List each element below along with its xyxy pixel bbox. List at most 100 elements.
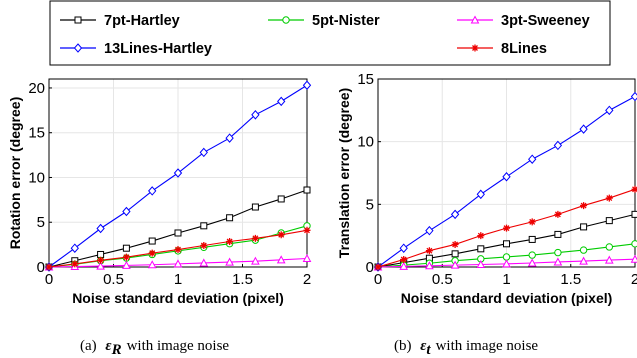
- series-13lines-hartley: [44, 80, 312, 272]
- legend-label: 7pt-Hartley: [104, 13, 180, 29]
- data-point: [553, 140, 563, 151]
- data-point: [277, 231, 285, 239]
- data-point: [503, 224, 510, 232]
- data-point: [477, 245, 485, 253]
- data-point: [70, 243, 79, 253]
- caption-symbol-sub: R: [111, 342, 122, 358]
- data-point: [580, 223, 588, 231]
- data-point: [554, 230, 562, 238]
- legend-marker: [470, 15, 480, 24]
- data-point: [605, 194, 613, 202]
- data-point: [147, 260, 157, 269]
- data-point: [173, 259, 183, 268]
- data-point: [631, 210, 637, 218]
- data-point: [450, 260, 460, 269]
- data-point: [96, 223, 105, 234]
- y-tick-label: 15: [357, 71, 374, 88]
- data-point: [374, 263, 382, 271]
- data-point: [200, 222, 208, 230]
- data-point: [528, 235, 536, 243]
- x-tick-label: 0: [374, 271, 382, 288]
- legend: 7pt-Hartley 5pt-Nister 3pt-Sweeney 13Lines-…: [49, 0, 611, 66]
- data-point: [97, 250, 105, 258]
- data-point: [528, 251, 536, 259]
- data-point: [225, 133, 234, 143]
- legend-marker: [73, 43, 83, 53]
- data-point: [554, 248, 562, 257]
- x-tick-label: 0.5: [432, 271, 453, 288]
- x-tick-label: 1: [502, 271, 510, 288]
- data-point: [399, 243, 408, 253]
- legend-marker: [471, 44, 479, 52]
- y-tick-label: 0: [366, 259, 374, 276]
- data-point: [303, 226, 311, 234]
- x-tick-label: 1.5: [560, 271, 581, 288]
- data-point: [579, 256, 588, 265]
- data-point: [45, 263, 53, 271]
- data-point: [122, 206, 131, 217]
- y-axis-label: Translation error (degree): [336, 88, 352, 258]
- data-point: [502, 172, 511, 182]
- data-point: [579, 246, 588, 254]
- data-point: [451, 250, 459, 258]
- data-point: [277, 195, 285, 203]
- data-point: [148, 237, 156, 245]
- legend-entry: 5pt-Nister: [268, 13, 380, 29]
- x-axis-label: Noise standard deviation (pixel): [401, 290, 613, 306]
- data-point: [225, 257, 234, 266]
- data-point: [400, 255, 408, 263]
- data-point: [251, 256, 260, 265]
- data-point: [631, 240, 637, 248]
- data-point: [553, 257, 563, 266]
- translation-error-chart: Translation error (degree) Noise standar…: [336, 71, 637, 306]
- data-point: [425, 247, 433, 255]
- x-axis-label: Noise standard deviation (pixel): [72, 290, 284, 306]
- rotation-error-chart: Rotation error (degree) Noise standard d…: [7, 78, 312, 306]
- caption-b: (b) εt with image noise: [394, 338, 538, 358]
- y-tick-label: 0: [37, 259, 45, 276]
- legend-label: 13Lines-Hartley: [104, 41, 212, 57]
- data-point: [276, 255, 286, 264]
- data-point: [200, 242, 208, 250]
- data-point: [122, 260, 131, 269]
- data-point: [251, 234, 259, 242]
- data-point: [96, 261, 105, 270]
- legend-box: [49, 0, 611, 66]
- data-point: [425, 225, 434, 236]
- legend-marker: [74, 16, 82, 24]
- caption-symbol: ε: [420, 338, 427, 354]
- legend-marker: [282, 16, 290, 24]
- data-point: [303, 186, 311, 194]
- caption-text: with image noise: [436, 338, 539, 354]
- legend-entry: 3pt-Sweeney: [457, 13, 590, 29]
- caption-text: with image noise: [127, 338, 230, 354]
- data-point: [148, 249, 156, 257]
- data-point: [477, 232, 485, 240]
- data-point: [631, 185, 637, 193]
- legend-entry: 8Lines: [457, 41, 547, 57]
- data-point: [503, 240, 510, 248]
- series-7pt-hartley: [45, 186, 311, 271]
- data-point: [502, 253, 511, 261]
- legend-entry: 13Lines-Hartley: [60, 41, 212, 57]
- series-8lines: [45, 226, 311, 271]
- data-point: [302, 253, 312, 262]
- data-point: [71, 260, 79, 268]
- x-tick-label: 0.5: [103, 271, 124, 288]
- data-point: [174, 246, 182, 254]
- data-point: [450, 209, 460, 220]
- x-tick-label: 2: [631, 271, 637, 288]
- data-point: [451, 240, 459, 248]
- caption-symbol: ε: [105, 338, 112, 354]
- legend-label: 3pt-Sweeney: [501, 13, 590, 29]
- data-point: [554, 210, 562, 218]
- data-point: [302, 80, 312, 91]
- data-point: [226, 214, 234, 222]
- data-point: [527, 258, 537, 267]
- data-point: [604, 255, 614, 264]
- y-tick-label: 5: [37, 214, 45, 231]
- data-point: [174, 229, 182, 237]
- legend-label: 8Lines: [501, 41, 547, 57]
- data-point: [226, 237, 234, 245]
